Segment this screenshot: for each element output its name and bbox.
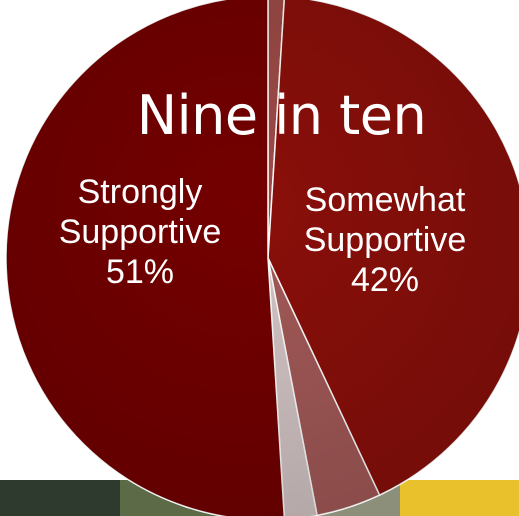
- slice-label-line: Supportive: [303, 221, 467, 259]
- slice-label-line: Somewhat: [304, 181, 466, 219]
- slice-label-line: Strongly: [77, 173, 203, 211]
- slice-label-line: Supportive: [58, 213, 222, 251]
- slice-label-somewhat-supportive: Somewhat Supportive 42%: [270, 180, 500, 300]
- slice-label-strongly-supportive: Strongly Supportive 51%: [30, 172, 250, 292]
- slice-label-value: 51%: [105, 253, 175, 291]
- slice-label-value: 42%: [350, 261, 420, 299]
